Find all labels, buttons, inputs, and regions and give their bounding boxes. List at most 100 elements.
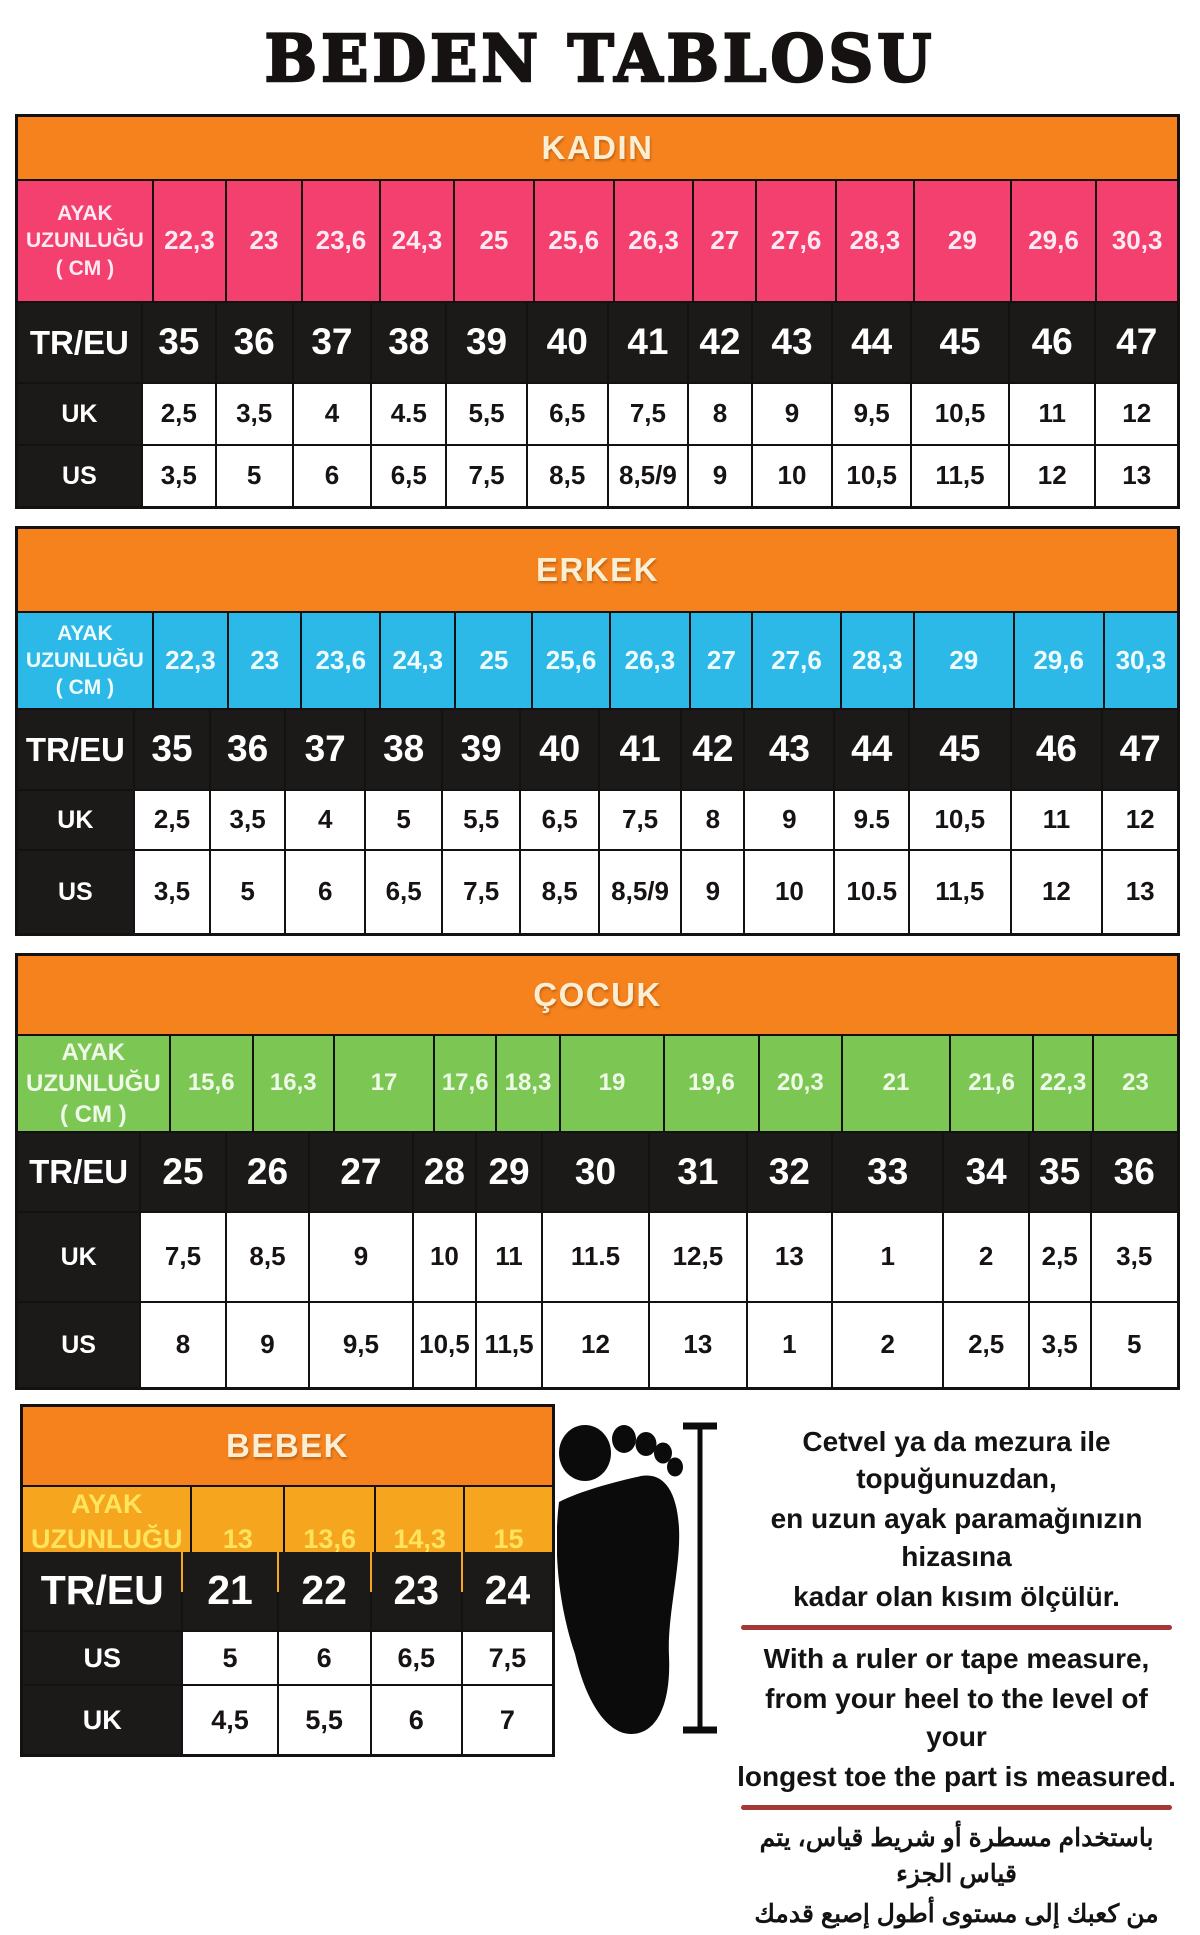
kadin-section-header: KADIN <box>18 117 1177 179</box>
erkek-cm-cell: 29,6 <box>1014 613 1103 708</box>
erkek-cm-cell: 22,3 <box>153 613 227 708</box>
cocuk-uk-cell: 10 <box>413 1213 476 1301</box>
kadin-us-cell: 5 <box>216 446 292 506</box>
bebek-uk-row-label: UK <box>23 1686 182 1754</box>
erkek-cm-cell: 23,6 <box>302 613 380 708</box>
cocuk-cm-cell: 21,6 <box>951 1036 1033 1131</box>
table-row-cocuk-cm: AYAK UZUNLUĞU ( CM ) 15,6 16,3 17 17,6 18,3 19… <box>18 1036 1177 1131</box>
erkek-uk-cell: 6,5 <box>521 791 598 849</box>
kadin-uk-cell: 8 <box>689 384 751 444</box>
kadin-uk-cell: 4 <box>293 384 371 444</box>
erkek-us-row-label: US <box>18 851 133 933</box>
bebek-treu-row-label: TR/EU <box>23 1552 182 1630</box>
erkek-us-cell: 9 <box>682 851 744 933</box>
erkek-treu-cell: 41 <box>599 710 681 789</box>
kadin-us-row-label: US <box>18 446 141 506</box>
erkek-uk-cell: 12 <box>1103 791 1177 849</box>
kadin-treu-cell: 46 <box>1009 303 1095 382</box>
kadin-treu-cell: 44 <box>833 303 911 382</box>
cocuk-us-cell: 8 <box>141 1303 225 1387</box>
bebek-us-cell: 5 <box>183 1632 277 1684</box>
kadin-us-cell: 8,5 <box>527 446 607 506</box>
cocuk-uk-cell: 11 <box>477 1213 541 1301</box>
kadin-us-cell: 12 <box>1009 446 1095 506</box>
bebek-uk-cell: 4,5 <box>183 1686 277 1754</box>
table-row-kadin-cm: AYAK UZUNLUĞU ( CM ) 22,3 23 23,6 24,3 25 25,6… <box>18 181 1177 301</box>
bebek-treu-cell: 24 <box>462 1552 552 1630</box>
cocuk-treu-cell: 32 <box>747 1133 832 1211</box>
erkek-treu-cell: 37 <box>285 710 365 789</box>
erkek-treu-cell: 39 <box>442 710 520 789</box>
cocuk-uk-cell: 13 <box>747 1213 832 1301</box>
erkek-cm-cell: 27,6 <box>753 613 840 708</box>
erkek-cm-cell: 23 <box>229 613 301 708</box>
kadin-us-cell: 7,5 <box>447 446 526 506</box>
kadin-treu-cell: 36 <box>216 303 292 382</box>
table-row-kadin-us: US 3,5 5 6 6,5 7,5 8,5 8,5/9 9 10 10,5 11,5 12 13 <box>18 446 1177 506</box>
erkek-uk-cell: 2,5 <box>134 791 210 849</box>
erkek-uk-cell: 9 <box>745 791 834 849</box>
erkek-us-cell: 6,5 <box>366 851 441 933</box>
kadin-cm-cell: 23 <box>226 181 301 301</box>
cocuk-cm-cell: 15,6 <box>170 1036 252 1131</box>
cocuk-cm-cell: 17,6 <box>435 1036 496 1131</box>
cocuk-uk-cell: 1 <box>833 1213 943 1301</box>
kadin-treu-cell: 41 <box>608 303 688 382</box>
cocuk-cm-cell: 16,3 <box>253 1036 333 1131</box>
kadin-uk-cell: 5,5 <box>447 384 526 444</box>
erkek-us-cell: 7,5 <box>442 851 520 933</box>
kadin-cm-cell: 22,3 <box>153 181 225 301</box>
kadin-cm-cell: 25,6 <box>534 181 613 301</box>
kadin-cm-cell: 24,3 <box>380 181 454 301</box>
instruction-english-line: With a ruler or tape measure, <box>763 1643 1150 1675</box>
kadin-cm-cell: 27,6 <box>757 181 835 301</box>
kadin-uk-cell: 9,5 <box>833 384 911 444</box>
erkek-treu-row-label: TR/EU <box>18 710 133 789</box>
bebek-treu-cell: 21 <box>183 1552 277 1630</box>
cocuk-treu-cell: 34 <box>944 1133 1028 1211</box>
cocuk-uk-cell: 2 <box>944 1213 1028 1301</box>
cocuk-uk-cell: 3,5 <box>1091 1213 1177 1301</box>
erkek-uk-cell: 5,5 <box>442 791 520 849</box>
kadin-uk-cell: 11 <box>1009 384 1095 444</box>
cocuk-section-header: ÇOCUK <box>18 956 1177 1034</box>
cocuk-cm-cell: 21 <box>842 1036 950 1131</box>
cocuk-treu-cell: 25 <box>141 1133 225 1211</box>
kadin-uk-cell: 10,5 <box>912 384 1008 444</box>
cocuk-treu-cell: 36 <box>1091 1133 1177 1211</box>
kadin-cm-cell: 27 <box>694 181 756 301</box>
cocuk-uk-cell: 2,5 <box>1029 1213 1090 1301</box>
erkek-treu-cell: 36 <box>211 710 284 789</box>
erkek-treu-cell: 42 <box>682 710 744 789</box>
erkek-us-cell: 10.5 <box>835 851 909 933</box>
page-title: BEDEN TABLOSU <box>263 19 936 97</box>
instruction-english-line: from your heel to the level of your <box>765 1683 1148 1752</box>
erkek-section-header: ERKEK <box>18 529 1177 611</box>
cocuk-cm-cell: 23 <box>1094 1036 1177 1131</box>
cocuk-uk-cell: 9 <box>310 1213 412 1301</box>
erkek-cm-cell: 25 <box>456 613 532 708</box>
kadin-us-cell: 10 <box>752 446 832 506</box>
kadin-us-cell: 13 <box>1096 446 1177 506</box>
instruction-arabic-line: باستخدام مسطرة أو شريط قياس، يتم قياس ال… <box>759 1824 1154 1889</box>
erkek-treu-cell: 35 <box>134 710 210 789</box>
instruction-turkish-line: Cetvel ya da mezura ile topuğunuzdan, <box>802 1426 1111 1495</box>
erkek-treu-cell: 44 <box>835 710 909 789</box>
cocuk-uk-row-label: UK <box>18 1213 140 1301</box>
cocuk-us-cell: 11,5 <box>477 1303 541 1387</box>
kadin-us-cell: 11,5 <box>912 446 1008 506</box>
bebek-treu-cell: 22 <box>278 1552 370 1630</box>
table-row-kadin-treu: TR/EU 35 36 37 38 39 40 41 42 43 44 45 46 47 <box>18 303 1177 382</box>
divider-line <box>741 1625 1172 1631</box>
cocuk-treu-cell: 31 <box>650 1133 746 1211</box>
kadin-uk-cell: 6,5 <box>527 384 607 444</box>
kadin-treu-cell: 35 <box>142 303 215 382</box>
kadin-treu-cell: 42 <box>689 303 751 382</box>
bebek-us-row-label: US <box>23 1632 182 1684</box>
table-row-bebek-treu: TR/EU 21 22 23 24 <box>23 1552 552 1630</box>
table-kadin: KADIN AYAK UZUNLUĞU ( CM ) 22,3 23 23,6 24,3 2… <box>15 114 1180 509</box>
kadin-uk-cell: 3,5 <box>216 384 292 444</box>
kadin-uk-cell: 12 <box>1096 384 1177 444</box>
